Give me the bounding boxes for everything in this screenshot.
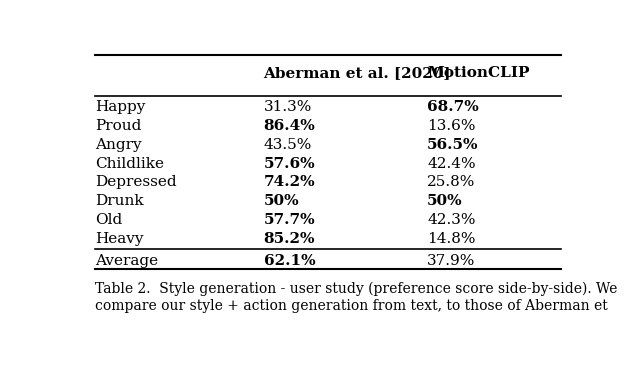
- Text: Angry: Angry: [95, 138, 141, 152]
- Text: 31.3%: 31.3%: [264, 100, 312, 114]
- Text: 57.7%: 57.7%: [264, 213, 315, 227]
- Text: 13.6%: 13.6%: [428, 119, 476, 133]
- Text: 50%: 50%: [264, 194, 299, 208]
- Text: Childlike: Childlike: [95, 157, 164, 170]
- Text: 56.5%: 56.5%: [428, 138, 479, 152]
- Text: 42.3%: 42.3%: [428, 213, 476, 227]
- Text: 42.4%: 42.4%: [428, 157, 476, 170]
- Text: MotionCLIP: MotionCLIP: [428, 66, 530, 80]
- Text: Depressed: Depressed: [95, 176, 177, 189]
- Text: 68.7%: 68.7%: [428, 100, 479, 114]
- Text: compare our style + action generation from text, to those of Aberman et: compare our style + action generation fr…: [95, 299, 607, 313]
- Text: 50%: 50%: [428, 194, 463, 208]
- Text: Average: Average: [95, 254, 158, 268]
- Text: 25.8%: 25.8%: [428, 176, 476, 189]
- Text: Table 2.  Style generation - user study (preference score side-by-side). We: Table 2. Style generation - user study (…: [95, 282, 617, 296]
- Text: 14.8%: 14.8%: [428, 232, 476, 246]
- Text: 85.2%: 85.2%: [264, 232, 315, 246]
- Text: Aberman et al. [2020]: Aberman et al. [2020]: [264, 66, 451, 80]
- Text: Drunk: Drunk: [95, 194, 143, 208]
- Text: 86.4%: 86.4%: [264, 119, 316, 133]
- Text: 37.9%: 37.9%: [428, 254, 476, 268]
- Text: Old: Old: [95, 213, 122, 227]
- Text: Happy: Happy: [95, 100, 145, 114]
- Text: Heavy: Heavy: [95, 232, 143, 246]
- Text: 43.5%: 43.5%: [264, 138, 312, 152]
- Text: 74.2%: 74.2%: [264, 176, 315, 189]
- Text: 62.1%: 62.1%: [264, 254, 315, 268]
- Text: 57.6%: 57.6%: [264, 157, 315, 170]
- Text: Proud: Proud: [95, 119, 141, 133]
